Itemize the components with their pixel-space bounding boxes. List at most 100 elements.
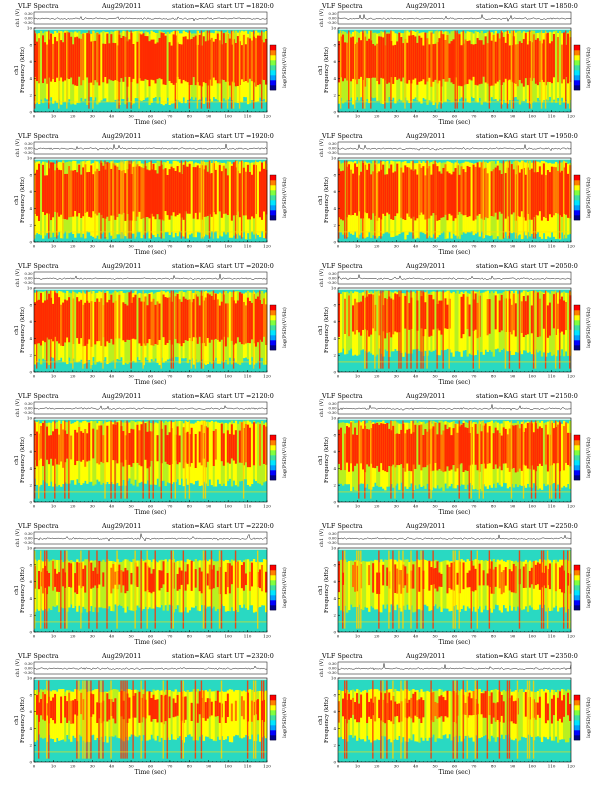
spectrogram-streak (196, 30, 199, 109)
waveform-trace (33, 143, 268, 151)
colorbar-frame (269, 44, 277, 91)
spectrogram-streak (80, 550, 82, 629)
spectrogram-panel: VLF Spectra Aug29/2011 station=KAG start UT… (310, 522, 600, 648)
spectrogram-streak (190, 290, 193, 369)
spectrogram-cell (562, 32, 566, 80)
waveform-tick-label: 0.00 (328, 667, 337, 671)
spectrogram-cell (228, 291, 232, 358)
time-tick-label: 0 (337, 504, 340, 509)
spectrogram-streak (564, 30, 567, 109)
freq-tick-label: 10 (331, 156, 337, 161)
spectrogram-cell (494, 703, 497, 722)
spectrogram-cell (366, 169, 369, 214)
spectrogram-cell (228, 38, 232, 86)
spectrogram-streak (130, 160, 132, 239)
waveform-trace (33, 15, 268, 22)
spectrogram-cell (144, 423, 147, 460)
spectrogram-cell (496, 559, 499, 606)
waveform-tick-label: -0.30 (327, 541, 337, 545)
spectrogram-cell (546, 434, 550, 472)
spectrogram-streak (506, 160, 509, 239)
spectrogram-cell (258, 35, 262, 85)
spectrogram-cell (558, 567, 562, 590)
spectrogram-cell (216, 570, 220, 588)
spectrogram-cell (544, 692, 548, 724)
spectrogram-streak (398, 550, 400, 629)
spectrogram-cell (552, 294, 556, 329)
time-tick-label: 0 (337, 634, 340, 639)
time-tick-label: 90 (510, 114, 516, 119)
time-tick-label: 40 (413, 114, 419, 119)
spectrogram-cell (142, 33, 145, 81)
spectrogram-cell (486, 299, 489, 336)
colorbar-frame (269, 434, 277, 481)
waveform-trace (33, 405, 268, 410)
spectrogram-cell (382, 564, 385, 586)
spectrogram-cell (366, 561, 369, 608)
waveform-axis-label: ch1 (V) (318, 659, 325, 677)
channel-label: ch1 (318, 195, 324, 205)
spectrogram-streak (262, 680, 265, 759)
spectrogram-cell (528, 291, 532, 352)
spectrogram-cell (486, 560, 489, 611)
spectrogram-streak (344, 550, 346, 629)
spectrogram-cell (394, 293, 397, 332)
spectrogram-cell (248, 300, 252, 344)
spectrogram-cell (556, 37, 560, 83)
colorbar: log(PSD)(V²/Hz) (269, 434, 288, 481)
spectrogram-cell (362, 428, 365, 470)
time-tick-label: 120 (263, 114, 271, 119)
spectrogram-cell (130, 572, 133, 585)
spectrogram-cell (550, 41, 554, 84)
colorbar-segment (574, 180, 580, 186)
spectrogram-cell (184, 571, 187, 591)
colorbar-segment (574, 195, 580, 201)
spectrogram-cell (222, 691, 226, 741)
spectrogram-cell (114, 571, 117, 585)
spectrogram-cell (188, 163, 191, 214)
freq-tick-label: 4 (333, 596, 336, 601)
spectrogram-cell (470, 291, 473, 355)
spectrogram-cell (460, 424, 463, 464)
spectrogram-cell (62, 42, 65, 82)
colorbar-segment (574, 200, 580, 206)
spectrogram-cell (250, 174, 254, 217)
spectrogram-cell (110, 168, 113, 216)
spectrogram-cell (212, 691, 216, 741)
spectrogram-cell (172, 168, 175, 213)
spectrogram-cell (84, 302, 87, 346)
spectrogram-cell (468, 692, 471, 716)
spectrogram-cell (438, 300, 441, 331)
colorbar-segment (270, 595, 276, 601)
spectrogram-cell (400, 167, 403, 218)
time-axis-label: Time (sec) (439, 249, 471, 256)
time-tick-label: 110 (244, 634, 252, 639)
time-tick-label: 40 (413, 764, 419, 769)
spectrogram-cell (350, 169, 353, 216)
spectrogram-streak (148, 420, 150, 499)
spectrogram-cell (50, 162, 53, 221)
spectrogram-cell (136, 293, 139, 358)
spectrogram-cell (412, 35, 415, 80)
spectrogram-cell (352, 434, 355, 472)
spectrogram-cell (520, 169, 524, 212)
time-tick-label: 70 (471, 504, 477, 509)
time-tick-label: 80 (187, 114, 193, 119)
spectrogram-cell (178, 567, 181, 590)
spectrogram-cell (44, 300, 47, 343)
colorbar-segment (270, 60, 276, 66)
spectrogram-streak (34, 550, 36, 629)
spectrogram-cell (170, 45, 173, 84)
spectrogram-cell (68, 166, 71, 218)
spectrogram-cell (408, 699, 411, 717)
spectrogram-cell (100, 425, 103, 462)
spectrogram-cell (124, 303, 127, 342)
spectrogram-cell (392, 425, 395, 465)
colorbar: log(PSD)(V²/Hz) (573, 694, 592, 741)
spectrogram-cell (198, 567, 202, 592)
spectrogram-streak (512, 30, 515, 109)
freq-tick-label: 6 (333, 579, 336, 584)
